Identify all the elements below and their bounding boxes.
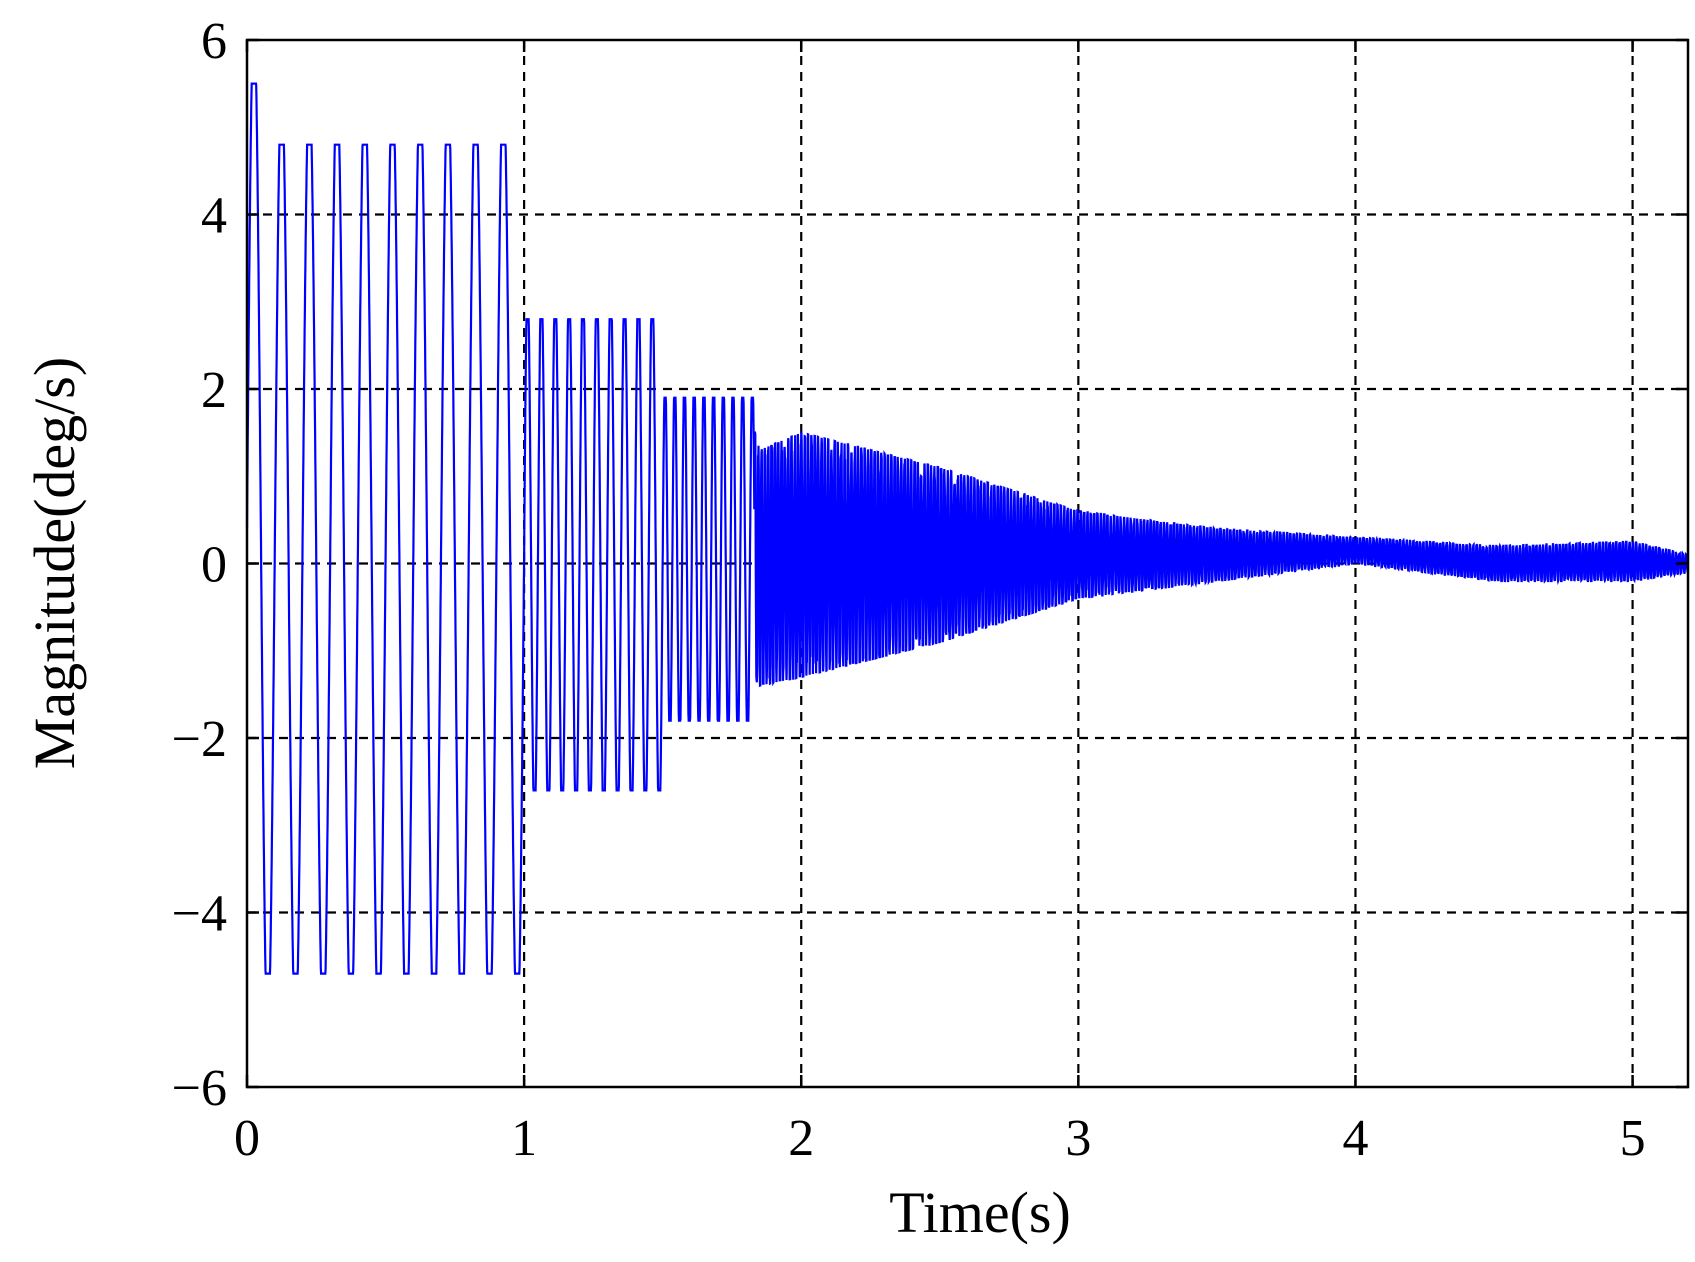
y-tick-label: −4 — [172, 886, 227, 943]
ticks — [245, 38, 1688, 1089]
y-tick-label: −2 — [172, 711, 227, 768]
y-tick-label: 0 — [201, 537, 227, 594]
x-tick-label: 1 — [511, 1110, 537, 1167]
x-tick-labels: 0 1 2 3 4 5 — [234, 1110, 1646, 1167]
y-tick-label: 4 — [201, 188, 227, 245]
y-tick-labels: −6 −4 −2 0 2 4 6 — [172, 13, 227, 1117]
y-axis-label: Magnitude(deg/s) — [22, 357, 87, 769]
y-tick-label: 2 — [201, 362, 227, 419]
x-tick-label: 0 — [234, 1110, 260, 1167]
x-tick-label: 3 — [1065, 1110, 1091, 1167]
y-tick-label: −6 — [172, 1060, 227, 1117]
y-tick-label: 6 — [201, 13, 227, 70]
x-axis-label: Time(s) — [889, 1180, 1071, 1245]
series-line — [245, 82, 1689, 975]
signal-path — [245, 82, 1689, 975]
x-tick-label: 4 — [1342, 1110, 1368, 1167]
x-tick-label: 5 — [1620, 1110, 1646, 1167]
x-tick-label: 2 — [788, 1110, 814, 1167]
